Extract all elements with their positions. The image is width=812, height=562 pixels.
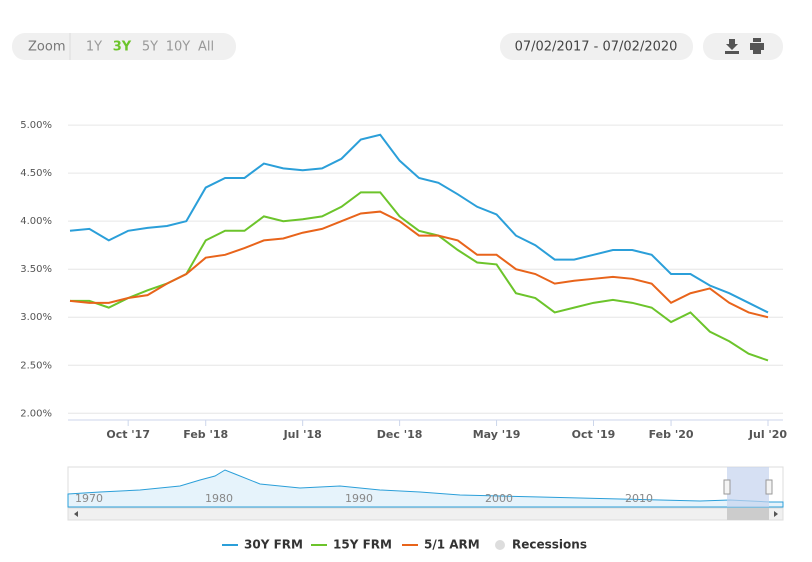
x-tick-label: Oct '17 (106, 428, 150, 441)
navigator-label: 1990 (345, 492, 373, 505)
series-line (69, 210, 769, 319)
x-tick-label: Feb '20 (649, 428, 694, 441)
series-line (69, 133, 769, 314)
range-button[interactable]: 3Y (113, 40, 132, 55)
y-tick-label: 3.00% (20, 312, 52, 323)
x-tick-label: Oct '19 (572, 428, 616, 441)
y-tick-label: 5.00% (20, 120, 52, 131)
y-tick-label: 2.50% (20, 360, 52, 371)
y-tick-label: 4.00% (20, 216, 52, 227)
legend-label[interactable]: 30Y FRM (244, 538, 303, 552)
range-button[interactable]: All (198, 40, 214, 55)
y-tick-label: 4.50% (20, 168, 52, 179)
print-icon[interactable] (750, 38, 764, 54)
legend-label[interactable]: 5/1 ARM (424, 538, 480, 552)
navigator-handle[interactable] (723, 479, 731, 495)
range-button[interactable]: 10Y (166, 40, 191, 55)
x-tick-label: Jul '18 (283, 428, 322, 441)
navigator-label: 2000 (485, 492, 513, 505)
navigator-mask[interactable] (727, 467, 769, 507)
scrollbar-thumb[interactable] (727, 508, 769, 520)
navigator-label: 1970 (75, 492, 103, 505)
range-button[interactable]: 1Y (86, 40, 102, 55)
navigator-label: 1980 (205, 492, 233, 505)
x-tick-label: May '19 (473, 428, 521, 441)
download-icon[interactable] (725, 39, 739, 54)
zoom-label: Zoom (28, 40, 65, 55)
navigator-handle[interactable] (765, 479, 773, 495)
date-range-box[interactable] (500, 33, 693, 60)
navigator-label: 2010 (625, 492, 653, 505)
export-box (703, 33, 783, 60)
plot-area (68, 80, 783, 420)
x-tick-label: Jul '20 (748, 428, 788, 441)
x-tick-label: Dec '18 (377, 428, 423, 441)
date-range[interactable]: 07/02/2017 - 07/02/2020 (515, 40, 678, 55)
scrollbar[interactable] (67, 507, 784, 521)
legend-label[interactable]: 15Y FRM (333, 538, 392, 552)
legend-label[interactable]: Recessions (512, 538, 587, 552)
x-tick-label: Feb '18 (183, 428, 228, 441)
y-tick-label: 3.50% (20, 264, 52, 275)
y-tick-label: 2.00% (20, 408, 52, 419)
legend-marker[interactable] (495, 540, 505, 550)
range-button[interactable]: 5Y (142, 40, 158, 55)
range-selector (12, 33, 236, 60)
